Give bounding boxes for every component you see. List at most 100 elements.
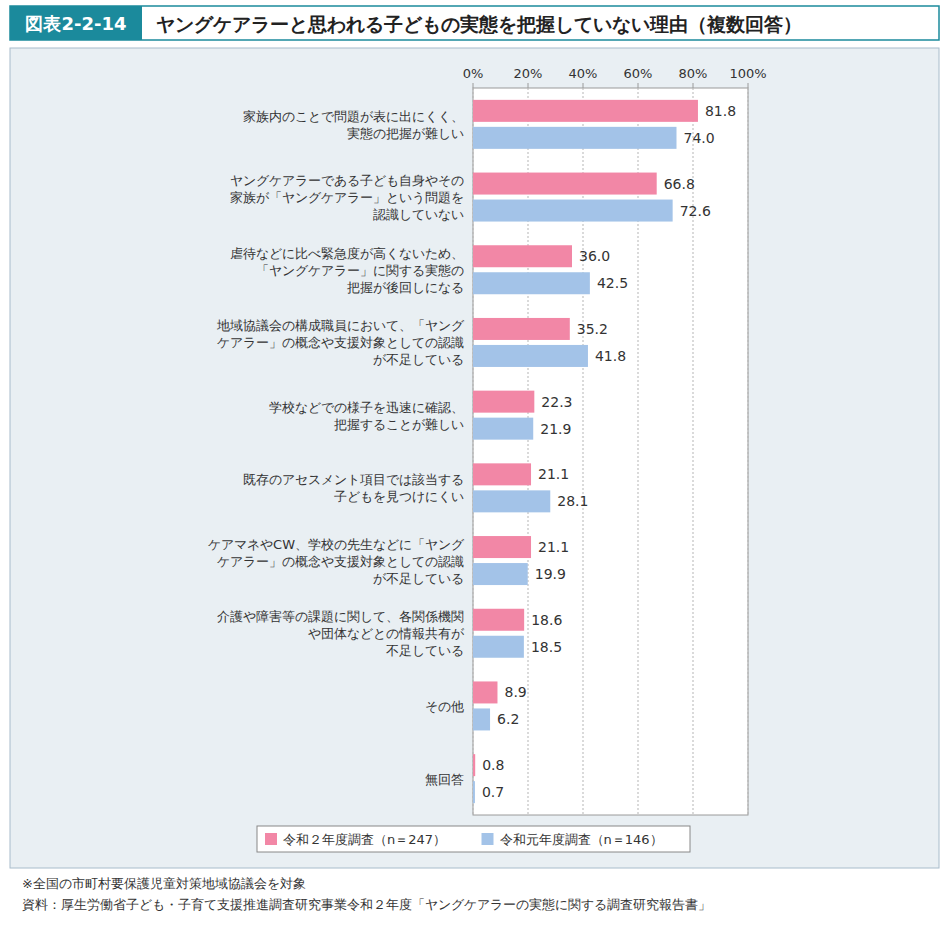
title: ヤングケアラーと思われる子どもの実態を把握していない理由（複数回答）	[156, 13, 802, 35]
category-label-line: 子どもを見つけにくい	[334, 489, 464, 504]
data-label: 18.5	[531, 639, 562, 655]
bar	[473, 345, 588, 367]
category-label-line: 介護や障害等の課題に関して、各関係機関	[217, 609, 464, 624]
tick-mark	[638, 83, 639, 88]
category-label-line: 実態の把握が難しい	[347, 126, 464, 141]
header-label-box	[10, 6, 142, 40]
bar	[473, 609, 524, 631]
category-label: ヤングケアラーである子ども自身やその家族が「ヤングケアラー」という問題を認識して…	[230, 173, 464, 222]
data-label: 74.0	[684, 130, 715, 146]
bar	[473, 708, 490, 730]
note: ※全国の市町村要保護児童対策地域協議会を対象	[22, 876, 306, 891]
tick-mark	[748, 83, 749, 88]
legend-frame	[257, 826, 690, 852]
bar	[473, 100, 698, 122]
data-label: 8.9	[504, 684, 526, 700]
category-label-line: 把握することが難しい	[334, 417, 464, 432]
tick-mark	[693, 83, 694, 88]
plot-frame	[473, 88, 748, 815]
grid-line	[473, 88, 474, 815]
data-label: 0.7	[482, 784, 504, 800]
category-label: 家族内のことで問題が表に出にくく、実態の把握が難しい	[243, 109, 464, 141]
category-label-line: ケアマネやCW、学校の先生などに「ヤング	[208, 537, 465, 552]
category-label-line: 不足している	[386, 643, 464, 658]
grid-line	[638, 88, 639, 815]
data-label: 36.0	[579, 248, 610, 264]
bar	[473, 490, 550, 512]
category-label: 学校などでの様子を迅速に確認、把握することが難しい	[269, 400, 464, 432]
category-label-line: 家族が「ヤングケアラー」という問題を	[230, 190, 464, 205]
bar	[473, 781, 475, 803]
panel	[10, 48, 939, 868]
grid-line	[748, 88, 749, 815]
bar	[473, 318, 570, 340]
data-label: 28.1	[557, 493, 588, 509]
category-label: 既存のアセスメント項目では該当する子どもを見つけにくい	[243, 472, 464, 504]
category-label: 無回答	[425, 772, 464, 787]
note: 資料：厚生労働省子ども・子育て支援推進調査研究事業令和２年度「ヤングケアラーの実…	[22, 897, 711, 912]
data-label: 0.8	[482, 757, 504, 773]
labels: 家族内のことで問題が表に出にくく、実態の把握が難しい 81.8 74.0 ヤングケアラ…	[208, 103, 736, 800]
data-label: 19.9	[535, 566, 566, 582]
bar	[473, 391, 534, 413]
category-label-line: 無回答	[425, 772, 464, 787]
category-label-line: 地域協議会の構成職員において、「ヤング	[216, 318, 465, 333]
category-label-line: 把握が後回しになる	[347, 280, 464, 295]
tick-mark	[583, 83, 584, 88]
category-label: その他	[425, 699, 464, 714]
chart: 図表2-2-14 ヤングケアラーと思われる子どもの実態を把握していない理由（複数回…	[0, 0, 949, 935]
tick-label: 20%	[514, 66, 543, 81]
tick-label: 100%	[729, 66, 766, 81]
legend: 令和２年度調査（n＝247）令和元年度調査（n＝146）	[257, 826, 690, 852]
data-label: 66.8	[664, 176, 695, 192]
data-label: 21.1	[538, 539, 569, 555]
header-frame	[10, 6, 939, 40]
legend-swatch	[265, 833, 277, 845]
category-label-line: ヤングケアラーである子ども自身やその	[230, 173, 464, 188]
data-label: 72.6	[680, 203, 711, 219]
category-label-line: 虐待などに比べ緊急度が高くないため、	[230, 246, 464, 261]
category-label-line: や団体などとの情報共有が	[308, 626, 465, 641]
tick-mark	[473, 83, 474, 88]
bar	[473, 127, 677, 149]
legend-swatch	[482, 833, 494, 845]
category-label-line: 家族内のことで問題が表に出にくく、	[243, 109, 464, 124]
data-label: 18.6	[531, 612, 562, 628]
grid-line	[528, 88, 529, 815]
category-label-line: が不足している	[373, 571, 464, 586]
legend-label: 令和２年度調査（n＝247）	[283, 832, 446, 847]
category-label-line: 「ヤングケアラー」に関する実態の	[256, 263, 464, 278]
data-label: 81.8	[705, 103, 736, 119]
category-label-line: が不足している	[373, 352, 464, 367]
category-label: 地域協議会の構成職員において、「ヤングケアラー」の概念や支援対象としての認識が不…	[216, 318, 465, 367]
category-label-line: 認識していない	[373, 207, 464, 222]
data-label: 22.3	[541, 394, 572, 410]
category-label-line: 既存のアセスメント項目では該当する	[243, 472, 464, 487]
tick-label: 40%	[569, 66, 598, 81]
data-label: 21.9	[540, 421, 571, 437]
data-label: 6.2	[497, 711, 519, 727]
category-label: ケアマネやCW、学校の先生などに「ヤングケアラー」の概念や支援対象としての認識が…	[208, 537, 465, 586]
bar	[473, 272, 590, 294]
bar	[473, 563, 528, 585]
bar	[473, 754, 475, 776]
bar	[473, 636, 524, 658]
tick-label: 60%	[624, 66, 653, 81]
category-label: 虐待などに比べ緊急度が高くないため、「ヤングケアラー」に関する実態の把握が後回し…	[230, 246, 464, 295]
bar	[473, 245, 572, 267]
bar	[473, 681, 497, 703]
tick-label: 80%	[679, 66, 708, 81]
data-label: 35.2	[577, 321, 608, 337]
category-label: 介護や障害等の課題に関して、各関係機関や団体などとの情報共有が不足している	[217, 609, 465, 658]
category-label-line: 学校などでの様子を迅速に確認、	[269, 400, 464, 415]
bar	[473, 536, 531, 558]
data-label: 42.5	[597, 275, 628, 291]
grid-line	[693, 88, 694, 815]
category-label-line: ケアラー」の概念や支援対象としての認識	[217, 554, 464, 569]
bars	[473, 100, 698, 803]
bar	[473, 418, 533, 440]
bar	[473, 173, 657, 195]
category-label-line: ケアラー」の概念や支援対象としての認識	[217, 335, 464, 350]
data-label: 41.8	[595, 348, 626, 364]
figure-label: 図表2-2-14	[25, 13, 126, 34]
